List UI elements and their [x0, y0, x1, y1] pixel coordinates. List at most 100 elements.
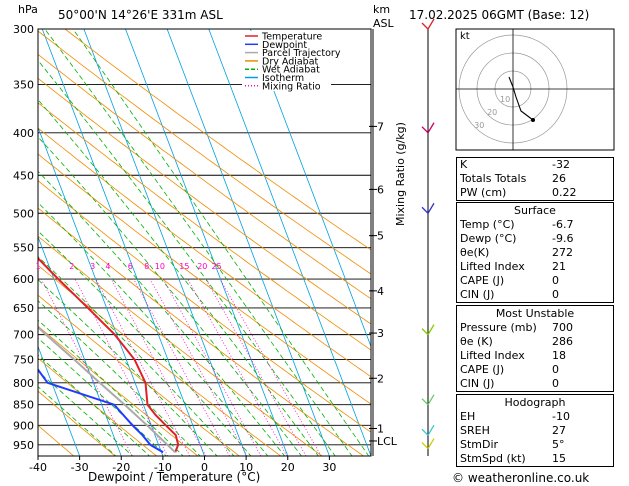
surface-indices-table: Surface Temp (°C) -6.7 Dewp (°C) -9.6 θe(K) 27…	[456, 202, 614, 303]
wet-adiabat-line	[38, 370, 134, 456]
pressure-tick-label: 300	[13, 23, 34, 36]
index-value: 0	[552, 363, 559, 376]
km-tick-label: LCL	[377, 435, 398, 448]
index-label: CAPE (J)	[460, 274, 505, 287]
km-tick-label: 6	[377, 183, 384, 196]
index-value: 0	[552, 377, 559, 390]
index-label: θe(K)	[460, 246, 490, 259]
mixing-ratio-line	[205, 278, 307, 456]
mixing-ratio-line	[133, 278, 230, 456]
pressure-tick-label: 650	[13, 302, 34, 315]
mixing-ratio-line	[162, 278, 262, 456]
mixing-ratio-label: 2	[69, 262, 74, 271]
wet-adiabat-line	[38, 170, 286, 456]
km-tick-label: 2	[377, 372, 384, 385]
wet-adiabat-line	[38, 202, 269, 456]
index-label: Dewp (°C)	[460, 232, 517, 245]
index-row: CAPE (J) 0	[457, 274, 613, 288]
index-row: θe (K) 286	[457, 335, 613, 349]
index-label: StmDir	[460, 438, 499, 451]
mixing-ratio-label: 20	[197, 262, 207, 271]
wind-barb	[421, 424, 435, 436]
wind-barb	[421, 438, 435, 450]
dry-adiabat-line	[38, 53, 371, 300]
index-value: 0	[552, 288, 559, 301]
index-label: CIN (J)	[460, 288, 495, 301]
isotherm-line	[166, 29, 330, 456]
temperature-tick-label: -20	[112, 461, 130, 474]
legend-label: Temperature	[261, 32, 322, 43]
dry-adiabat-line	[38, 102, 371, 351]
index-value: -32	[552, 158, 570, 171]
temperature-tick-label: 20	[281, 461, 295, 474]
index-value: 18	[552, 349, 566, 362]
wet-adiabat-line	[38, 319, 184, 456]
mixing-ratio-label: 8	[144, 262, 149, 271]
index-row: K -32	[457, 158, 613, 172]
wet-adiabat-line	[38, 230, 252, 456]
temperature-tick-label: 0	[201, 461, 208, 474]
mixing-ratio-line	[219, 278, 322, 456]
dry-adiabat-line	[38, 390, 116, 456]
dry-adiabat-line	[38, 325, 199, 456]
index-label: θe (K)	[460, 335, 493, 348]
pressure-tick-label: 400	[13, 127, 34, 140]
index-label: Pressure (mb)	[460, 321, 537, 334]
pressure-tick-label: 800	[13, 377, 34, 390]
mixing-ratio-label: 6	[128, 262, 133, 271]
index-row: EH -10	[457, 410, 613, 424]
most-unstable-table: Most Unstable Pressure (mb) 700 θe (K) 286 Li…	[456, 305, 614, 392]
wind-barb	[421, 122, 435, 134]
mixing-ratio-label: 3	[90, 262, 95, 271]
dry-adiabat-line	[64, 29, 371, 251]
pressure-tick-label: 950	[13, 439, 34, 452]
pressure-tick-label: 750	[13, 354, 34, 367]
pressure-tick-label: 450	[13, 169, 34, 182]
index-row: CIN (J) 0	[457, 288, 613, 302]
index-label: Lifted Index	[460, 260, 525, 273]
mixing-ratio-line	[187, 278, 288, 456]
wet-adiabat-line	[38, 354, 151, 456]
index-value: 272	[552, 246, 573, 259]
asl-unit-label: ASL	[373, 17, 394, 30]
pressure-tick-label: 500	[13, 207, 34, 220]
index-row: Lifted Index 21	[457, 260, 613, 274]
x-axis-title: Dewpoint / Temperature (°C)	[88, 470, 261, 484]
index-row: Totals Totals 26	[457, 172, 613, 186]
dry-adiabat-line	[38, 235, 323, 456]
dry-adiabat-line	[38, 30, 371, 275]
dry-adiabat-line	[38, 180, 371, 433]
index-row: Pressure (mb) 700	[457, 321, 613, 335]
index-row: PW (cm) 0.22	[457, 186, 613, 200]
legend-label: Dry Adiabat	[262, 56, 319, 67]
index-value: 27	[552, 424, 566, 437]
location-label: 50°00'N 14°26'E 331m ASL	[58, 8, 223, 22]
index-value: 5°	[552, 438, 565, 451]
mixing-ratio-label: 25	[211, 262, 221, 271]
index-row: CIN (J) 0	[457, 377, 613, 391]
pressure-tick-label: 350	[13, 79, 34, 92]
pressure-tick-label: 600	[13, 273, 34, 286]
km-tick-label: 5	[377, 230, 384, 243]
isotherm-line	[38, 126, 164, 456]
km-tick-label: 7	[377, 120, 384, 133]
km-unit-label: km	[373, 3, 391, 16]
wet-adiabat-line	[44, 29, 353, 456]
index-label: Totals Totals	[460, 172, 527, 185]
index-row: CAPE (J) 0	[457, 363, 613, 377]
index-value: 0	[552, 274, 559, 287]
temperature-tick-label: -10	[154, 461, 172, 474]
dry-adiabat-line	[38, 207, 364, 456]
index-value: 0.22	[552, 186, 577, 199]
legend-label: Isotherm	[262, 73, 304, 84]
wet-adiabat-line	[38, 59, 336, 456]
mixing-ratio-label: 4	[105, 262, 110, 271]
index-row: Dewp (°C) -9.6	[457, 232, 613, 246]
pressure-tick-label: 850	[13, 399, 34, 412]
mixing-ratio-line	[74, 278, 169, 456]
dry-adiabat-line	[38, 294, 240, 456]
parcel-trajectory-line	[38, 325, 176, 454]
dry-adiabat-line	[38, 127, 371, 378]
dry-adiabat-line	[38, 77, 371, 325]
